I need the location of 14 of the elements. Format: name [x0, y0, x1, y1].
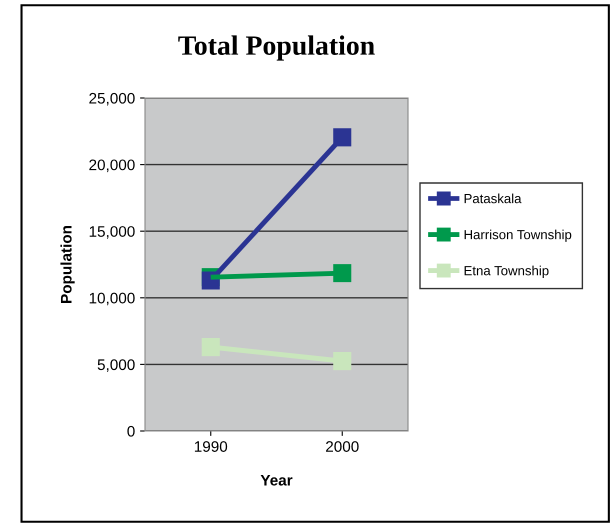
- legend-label: Pataskala: [464, 194, 522, 204]
- y-tick-label: 0: [127, 426, 135, 437]
- y-tick-label: 25,000: [89, 92, 135, 106]
- chart-title: Total Population: [178, 35, 375, 61]
- x-axis-title: Year: [260, 474, 292, 486]
- y-tick-label: 10,000: [90, 292, 135, 306]
- legend-label: Etna Township: [464, 266, 549, 278]
- y-tick-label: 5,000: [98, 359, 135, 372]
- x-tick-label: 1990: [194, 441, 228, 452]
- y-tick-label: 15,000: [90, 226, 135, 239]
- y-tick-label: 20,000: [89, 159, 135, 172]
- y-axis-title: Population: [60, 226, 75, 303]
- legend-label: Harrison Township: [464, 230, 572, 242]
- x-tick-label: 2000: [326, 441, 359, 452]
